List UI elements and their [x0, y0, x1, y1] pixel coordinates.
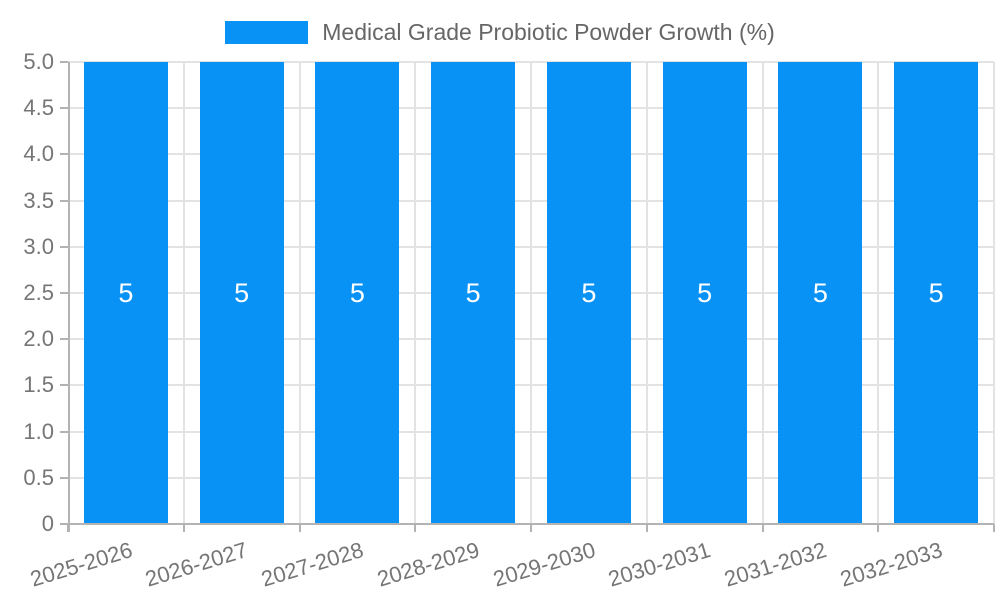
x-axis-tick-label: 2032-2033: [837, 537, 946, 592]
bar-value-label: 5: [812, 278, 828, 308]
v-gridline: [182, 62, 185, 524]
x-axis-tick-label: 2027-2028: [258, 537, 367, 592]
bar: [894, 62, 979, 524]
v-gridline: [761, 62, 764, 524]
y-axis-tick-label: 2.0: [23, 326, 54, 352]
y-axis-tick-label: 1.0: [23, 418, 54, 444]
x-tick-mark: [645, 524, 648, 532]
x-axis-tick-label: 2028-2029: [374, 537, 483, 592]
legend-swatch: [225, 20, 309, 44]
bar-value-label: 5: [349, 278, 365, 308]
legend-item[interactable]: Medical Grade Probiotic Powder Growth (%…: [225, 18, 775, 46]
bar: [662, 62, 747, 524]
bar: [431, 62, 516, 524]
y-axis-tick-label: 3.5: [23, 187, 54, 213]
x-tick-mark: [993, 524, 995, 532]
v-gridline: [414, 62, 417, 524]
y-axis-tick-label: 3.0: [23, 233, 54, 259]
chart-legend: Medical Grade Probiotic Powder Growth (%…: [0, 14, 1000, 50]
y-axis-tick-label: 4.5: [23, 95, 54, 121]
x-axis-tick-label: 2029-2030: [489, 537, 598, 592]
x-tick-mark: [877, 524, 880, 532]
x-tick-mark: [761, 524, 764, 532]
y-tick-mark: [60, 107, 68, 110]
y-tick-mark: [60, 292, 68, 294]
x-tick-mark: [530, 524, 532, 532]
v-gridline: [645, 62, 648, 524]
bar: [83, 62, 168, 524]
v-gridline: [530, 62, 532, 524]
y-tick-mark: [60, 153, 68, 156]
x-axis-line: [68, 523, 994, 525]
y-tick-mark: [60, 384, 68, 387]
y-tick-mark: [60, 476, 68, 479]
x-axis-tick-label: 2031-2032: [721, 537, 830, 592]
y-tick-mark: [60, 523, 68, 525]
y-tick-mark: [60, 430, 68, 433]
bar: [199, 62, 284, 524]
y-axis-tick-label: 2.5: [23, 280, 54, 305]
x-tick-mark: [182, 524, 185, 532]
y-axis-tick-label: 0: [41, 511, 54, 536]
y-tick-mark: [60, 199, 68, 202]
y-tick-mark: [60, 245, 68, 248]
x-tick-mark: [414, 524, 417, 532]
x-axis-tick-label: 2030-2031: [605, 537, 714, 592]
y-axis-tick-label: 1.5: [23, 372, 54, 398]
x-tick-mark: [298, 524, 301, 532]
v-gridline: [877, 62, 880, 524]
v-gridline: [993, 62, 995, 524]
y-tick-mark: [60, 61, 68, 63]
legend-label: Medical Grade Probiotic Powder Growth (%…: [322, 19, 775, 45]
y-tick-mark: [60, 338, 68, 341]
y-axis-tick-label: 4.0: [23, 141, 54, 167]
x-axis-tick-label: 2025-2026: [26, 537, 135, 592]
bar-value-label: 5: [465, 278, 481, 308]
bar: [315, 62, 400, 524]
x-axis-tick-label: 2026-2027: [142, 537, 251, 592]
bar-value-label: 5: [697, 278, 713, 308]
bar-value-label: 5: [581, 278, 597, 308]
y-axis-tick-label: 5.0: [23, 49, 54, 74]
bar-value-label: 5: [928, 278, 944, 308]
bar: [778, 62, 863, 524]
bar-value-label: 5: [118, 278, 134, 308]
bar: [546, 62, 631, 524]
y-axis-line: [68, 62, 70, 532]
bar-value-label: 5: [234, 278, 250, 308]
v-gridline: [298, 62, 301, 524]
y-axis-tick-label: 0.5: [23, 464, 54, 490]
